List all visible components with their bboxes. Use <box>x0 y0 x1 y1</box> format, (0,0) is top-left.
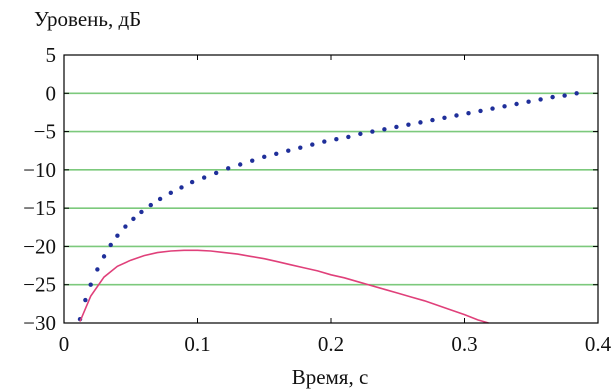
data-point <box>148 202 153 208</box>
data-point <box>334 137 339 142</box>
data-point <box>550 94 555 100</box>
data-point <box>382 127 387 132</box>
data-point <box>226 166 231 171</box>
data-point <box>394 124 399 130</box>
y-tick-label: −20 <box>23 234 56 258</box>
data-point <box>490 106 495 111</box>
data-point <box>430 117 435 123</box>
data-point <box>454 113 459 118</box>
data-point <box>123 224 128 229</box>
plot-area <box>63 54 599 324</box>
data-point <box>322 139 327 144</box>
data-point <box>442 115 447 120</box>
data-point <box>238 162 243 167</box>
data-point <box>358 131 363 137</box>
data-point <box>139 209 144 215</box>
grid-lines <box>64 92 598 286</box>
data-point <box>88 282 93 287</box>
data-point <box>370 129 375 134</box>
data-point <box>131 216 136 222</box>
y-tick-label: −25 <box>23 273 56 297</box>
series-layer <box>77 91 579 324</box>
data-point <box>213 170 219 176</box>
data-point <box>83 297 88 303</box>
x-tick-label: 0.4 <box>585 332 612 356</box>
series-line <box>79 249 489 324</box>
data-point <box>115 233 120 238</box>
data-point <box>201 175 207 180</box>
data-point <box>574 91 579 96</box>
data-point <box>286 148 291 153</box>
series-dotted <box>77 91 579 322</box>
y-tick-label: 5 <box>46 43 57 67</box>
data-point <box>502 104 507 109</box>
data-point <box>189 179 195 185</box>
data-point <box>157 196 163 202</box>
y-tick-label: −10 <box>23 158 56 182</box>
x-axis-label: Время, с <box>292 365 369 389</box>
data-point <box>466 110 471 116</box>
data-point <box>478 108 483 114</box>
data-point <box>562 93 567 98</box>
data-point <box>108 242 113 248</box>
data-point <box>346 134 351 140</box>
axis-ticks: 50−5−10−15−20−25−300 0.1 0.2 0.3 0.4 <box>23 43 611 356</box>
data-point <box>406 122 411 127</box>
data-point <box>310 142 315 147</box>
y-tick-label: −30 <box>23 311 56 335</box>
data-point <box>250 158 255 163</box>
x-tick-label: 0 <box>59 332 70 356</box>
y-tick-label: −5 <box>34 120 56 144</box>
x-tick-label: 0.1 <box>184 332 210 356</box>
x-tick-label: 0.2 <box>318 332 344 356</box>
data-point <box>168 190 173 196</box>
y-tick-label: −15 <box>23 196 56 220</box>
data-point <box>179 185 184 190</box>
data-point <box>298 145 303 150</box>
data-point <box>418 120 423 125</box>
y-tick-label: 0 <box>46 81 57 105</box>
data-point <box>95 267 100 272</box>
data-point <box>526 99 531 104</box>
data-point <box>274 151 279 156</box>
x-tick-label: 0.3 <box>451 332 477 356</box>
data-point <box>262 154 267 160</box>
y-axis-label: Уровень, дБ <box>34 7 141 31</box>
data-point <box>101 254 107 259</box>
data-point <box>538 97 543 102</box>
data-point <box>514 101 519 107</box>
